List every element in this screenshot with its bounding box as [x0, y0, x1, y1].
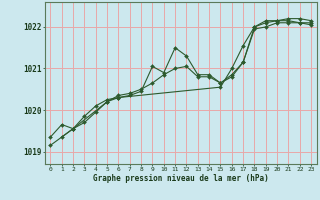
X-axis label: Graphe pression niveau de la mer (hPa): Graphe pression niveau de la mer (hPa): [93, 174, 269, 183]
